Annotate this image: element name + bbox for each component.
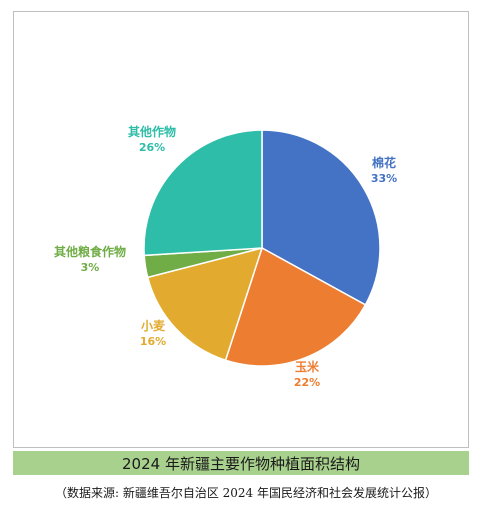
chart-title-bar: 2024 年新疆主要作物种植面积结构	[13, 451, 469, 475]
slice-percent-0: 33%	[371, 172, 397, 185]
pie-slice-1	[224, 246, 367, 367]
slice-label-1: 玉米	[295, 359, 320, 374]
source-note: （数据来源: 新疆维吾尔自治区 2024 年国民经济和社会发展统计公报）	[54, 486, 438, 500]
pie-slice-2	[146, 246, 264, 362]
slice-label-0: 棉花	[372, 155, 396, 170]
pie-slice-0	[261, 129, 381, 306]
slice-percent-4: 26%	[139, 141, 165, 154]
slice-label-3: 其他粮食作物	[54, 244, 126, 259]
chart-frame: 棉花 33% 玉米 22% 小麦 16% 其他粮食作物 3% 其他作物 26%	[13, 11, 469, 448]
slice-percent-2: 16%	[140, 335, 166, 348]
chart-title: 2024 年新疆主要作物种植面积结构	[122, 454, 360, 473]
pie-slice-4	[143, 129, 263, 257]
slice-label-2: 小麦	[141, 318, 166, 333]
slice-percent-1: 22%	[294, 376, 320, 389]
pie-chart: 棉花 33% 玉米 22% 小麦 16% 其他粮食作物 3% 其他作物 26%	[54, 124, 397, 389]
slice-label-4: 其他作物	[128, 124, 176, 139]
slice-percent-3: 3%	[81, 261, 100, 274]
